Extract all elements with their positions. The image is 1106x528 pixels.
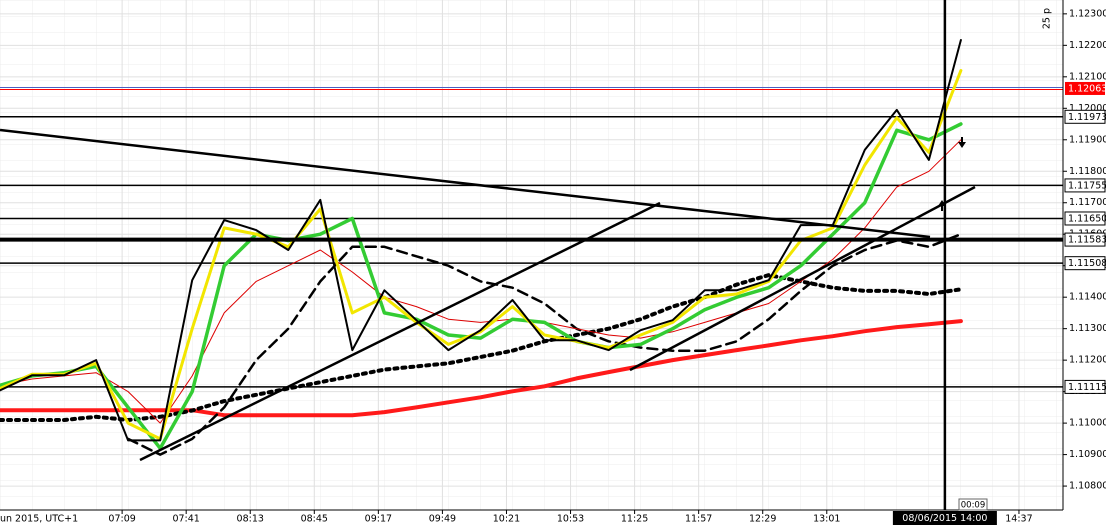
level-label-box — [1064, 178, 1106, 193]
countdown-label: 00:09 — [961, 501, 986, 511]
level-label-box — [1064, 109, 1106, 124]
series-line — [0, 39, 962, 442]
trend-line — [629, 185, 976, 372]
y-tick-label: 1.10900 — [1069, 449, 1106, 460]
level-label: 1.11508 — [1068, 258, 1106, 269]
level-label: 1.11583 — [1068, 235, 1106, 246]
x-tick-label: 07:09 — [108, 514, 135, 525]
y-tick-label: 1.11800 — [1069, 166, 1106, 177]
x-tick-label: 08:13 — [237, 514, 264, 525]
period-label: 25 p — [1042, 8, 1053, 29]
y-tick-label: 1.11700 — [1069, 197, 1106, 208]
level-label: 1.11650 — [1068, 213, 1106, 224]
level-label: 1.11115 — [1068, 382, 1106, 393]
y-tick-label: 1.12000 — [1069, 103, 1106, 114]
y-tick-label: 1.12100 — [1069, 71, 1106, 82]
x-tick-label: 07:41 — [172, 514, 199, 525]
levels — [0, 86, 1063, 388]
current-price-label: 1.12063 — [1068, 83, 1106, 94]
level-label: 1.11755 — [1068, 180, 1106, 191]
level-label-box — [1064, 379, 1106, 394]
plot-background — [0, 0, 1063, 510]
crosshair-x-label: 08/06/2015 14:00 — [902, 513, 987, 524]
x-tick-label: 08:45 — [301, 514, 328, 525]
level-label: 1.11973 — [1068, 112, 1106, 123]
y-tick-label: 1.11300 — [1069, 323, 1106, 334]
arrow-icon — [958, 137, 966, 148]
x-tick-label: 11:57 — [685, 514, 712, 525]
series-line — [0, 319, 963, 418]
date-label: un 2015, UTC+1 — [0, 514, 78, 525]
x-tick-label: 10:21 — [493, 514, 520, 525]
trend-lines — [0, 128, 976, 462]
y-tick-label: 1.12300 — [1069, 8, 1106, 19]
x-tick-label: 14:37 — [1005, 514, 1032, 525]
level-label-box — [1064, 232, 1106, 247]
crosshair-x-box — [892, 511, 997, 525]
x-tick-label: 11:25 — [621, 514, 648, 525]
arrow-icon — [938, 200, 946, 211]
trend-line — [0, 128, 931, 239]
level-label-box — [1064, 256, 1106, 271]
axes: 1.12300 1.12200 1.12100 1.12000 1.11900 1.118… — [108, 8, 1106, 525]
y-tick-label: 1.12200 — [1069, 40, 1106, 51]
y-tick-label: 1.11900 — [1069, 134, 1106, 145]
series-line — [0, 139, 962, 424]
x-tick-label: 12:29 — [749, 514, 776, 525]
y-tick-label: 1.11400 — [1069, 292, 1106, 303]
y-tick-label: 1.10800 — [1069, 481, 1106, 492]
overlay — [0, 0, 1063, 510]
y-tick-label: 1.11000 — [1069, 418, 1106, 429]
x-tick-label: 09:17 — [365, 514, 392, 525]
x-tick-label: 13:01 — [813, 514, 840, 525]
current-price-box — [1065, 81, 1105, 95]
level-label-box — [1064, 211, 1106, 226]
trend-line — [139, 201, 661, 462]
countdown-box — [958, 498, 988, 511]
x-tick-label: 09:49 — [429, 514, 456, 525]
series-line — [0, 122, 963, 451]
y-tick-label: 1.11200 — [1069, 355, 1106, 366]
series-line — [126, 232, 963, 456]
x-tick-label: 10:53 — [557, 514, 584, 525]
